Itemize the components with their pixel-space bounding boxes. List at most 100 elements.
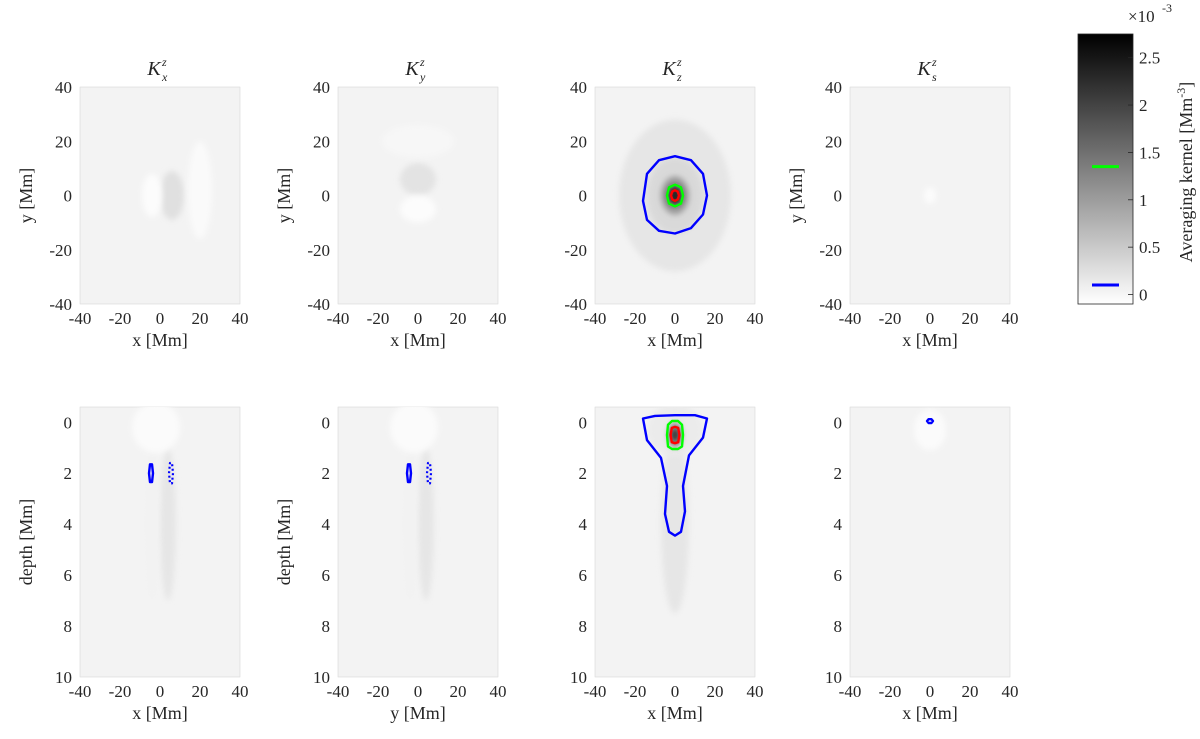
y-tick-label: 10 bbox=[313, 668, 330, 687]
x-tick-label: 20 bbox=[450, 309, 467, 328]
x-tick-label: 20 bbox=[192, 309, 209, 328]
panel-title-subscript: x bbox=[161, 70, 168, 84]
contour-line bbox=[147, 463, 155, 484]
x-tick-label: 40 bbox=[747, 309, 764, 328]
y-tick-label: 20 bbox=[570, 132, 587, 151]
x-tick-label: -20 bbox=[367, 309, 390, 328]
x-tick-label: 40 bbox=[232, 309, 249, 328]
y-tick-label: -40 bbox=[307, 295, 330, 314]
kernel-image bbox=[382, 124, 454, 223]
y-tick-label: 20 bbox=[825, 132, 842, 151]
y-tick-label: 40 bbox=[825, 78, 842, 97]
contour-line bbox=[669, 188, 681, 203]
panel-title: K bbox=[661, 58, 677, 80]
x-tick-label: -20 bbox=[109, 309, 132, 328]
kernel-blob bbox=[132, 407, 180, 453]
kernel-blob bbox=[400, 162, 436, 196]
x-tick-label: 20 bbox=[962, 309, 979, 328]
x-tick-label: -40 bbox=[69, 682, 92, 701]
kernel-image bbox=[142, 141, 212, 239]
x-tick-label: 20 bbox=[192, 682, 209, 701]
panel-title-superscript: z bbox=[931, 55, 937, 69]
x-tick-label: -20 bbox=[624, 682, 647, 701]
y-tick-label: 10 bbox=[570, 668, 587, 687]
kernel-blob bbox=[661, 435, 689, 614]
colorbar-tick-label: 0 bbox=[1139, 286, 1148, 305]
panel-title-superscript: z bbox=[676, 55, 682, 69]
x-axis-label: x [Mm] bbox=[902, 330, 958, 350]
kernel-blob bbox=[160, 171, 184, 220]
y-axis-label: y [Mm] bbox=[786, 168, 806, 224]
panel-background bbox=[849, 406, 1011, 678]
x-tick-label: 40 bbox=[747, 682, 764, 701]
x-tick-label: -20 bbox=[109, 682, 132, 701]
x-tick-label: 0 bbox=[156, 309, 165, 328]
kernel-blob bbox=[142, 173, 162, 218]
panel-depth-s: -40 -20 0 20 40 0 2 4 6 8 10 x [Mm] bbox=[825, 406, 1019, 723]
y-tick-label: 40 bbox=[55, 78, 72, 97]
contour-line bbox=[425, 461, 433, 485]
colorbar-tick-label: 2.5 bbox=[1139, 49, 1160, 68]
kernel-image bbox=[390, 407, 438, 601]
x-tick-label: -40 bbox=[327, 309, 350, 328]
panel-horizontal-x: -40 -20 0 20 40 40 20 0 -20 -40 x [Mm] y [Mm] K xz bbox=[16, 55, 249, 350]
x-tick-label: -40 bbox=[839, 309, 862, 328]
x-axis-label: x [Mm] bbox=[647, 703, 703, 723]
panel-title: K bbox=[404, 58, 420, 80]
x-tick-label: 0 bbox=[414, 309, 423, 328]
kernel-blob bbox=[146, 447, 158, 601]
x-tick-label: 20 bbox=[450, 682, 467, 701]
contour-line bbox=[669, 425, 681, 445]
x-tick-label: 0 bbox=[671, 309, 680, 328]
kernel-blob bbox=[914, 409, 946, 451]
kernel-blob bbox=[400, 195, 436, 223]
kernel-blob bbox=[924, 187, 936, 204]
y-tick-label: 0 bbox=[322, 413, 331, 432]
x-tick-label: -40 bbox=[327, 682, 350, 701]
x-axis-label: x [Mm] bbox=[902, 703, 958, 723]
y-tick-label: 8 bbox=[834, 617, 843, 636]
y-tick-label: 2 bbox=[322, 464, 331, 483]
x-tick-label: 40 bbox=[1002, 682, 1019, 701]
contour-line bbox=[167, 461, 175, 485]
contour-line bbox=[665, 419, 685, 451]
y-tick-label: 4 bbox=[322, 515, 331, 534]
y-tick-label: -40 bbox=[564, 295, 587, 314]
x-axis-label: x [Mm] bbox=[390, 330, 446, 350]
y-tick-label: 4 bbox=[579, 515, 588, 534]
x-tick-label: -20 bbox=[879, 309, 902, 328]
kernel-image bbox=[641, 407, 709, 614]
kernel-blob bbox=[404, 447, 416, 601]
y-tick-label: 6 bbox=[834, 566, 843, 585]
x-tick-label: 20 bbox=[707, 309, 724, 328]
y-tick-label: 20 bbox=[55, 132, 72, 151]
y-tick-label: 10 bbox=[825, 668, 842, 687]
x-tick-label: -20 bbox=[367, 682, 390, 701]
y-tick-label: 40 bbox=[570, 78, 587, 97]
y-tick-label: 0 bbox=[834, 413, 843, 432]
panel-title: K bbox=[916, 58, 932, 80]
y-tick-label: 10 bbox=[55, 668, 72, 687]
y-tick-label: 8 bbox=[322, 617, 331, 636]
y-tick-label: 6 bbox=[322, 566, 331, 585]
y-tick-label: -40 bbox=[819, 295, 842, 314]
x-tick-label: -40 bbox=[839, 682, 862, 701]
colorbar-tick-label: 1 bbox=[1139, 191, 1148, 210]
x-tick-label: -40 bbox=[584, 682, 607, 701]
y-tick-label: 8 bbox=[64, 617, 73, 636]
contour-line bbox=[665, 183, 685, 208]
x-axis-label: x [Mm] bbox=[132, 330, 188, 350]
y-tick-label: 0 bbox=[579, 413, 588, 432]
kernel-blob bbox=[418, 447, 434, 601]
kernel-blob bbox=[390, 407, 438, 453]
colorbar-tick-label: 2 bbox=[1139, 96, 1148, 115]
y-tick-label: 6 bbox=[579, 566, 588, 585]
y-tick-label: 4 bbox=[64, 515, 73, 534]
y-axis-label: depth [Mm] bbox=[274, 499, 294, 585]
x-tick-label: 0 bbox=[414, 682, 423, 701]
x-axis-label: x [Mm] bbox=[132, 703, 188, 723]
x-tick-label: -20 bbox=[624, 309, 647, 328]
kernel-image bbox=[619, 119, 731, 272]
y-tick-label: -40 bbox=[49, 295, 72, 314]
